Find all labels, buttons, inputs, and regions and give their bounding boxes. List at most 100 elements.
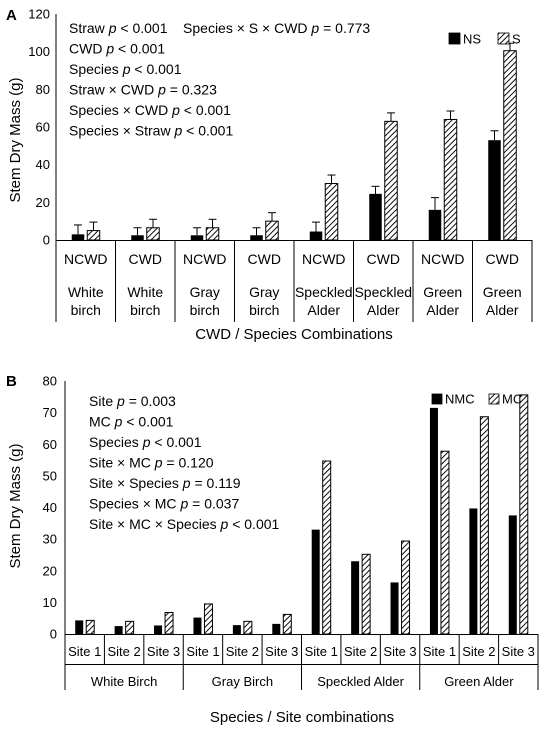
panel-a-bar-NS <box>428 209 442 240</box>
panel-a-annotation: CWD p < 0.001 <box>69 41 165 57</box>
panel-a-bar-NS <box>309 231 323 240</box>
panel-b-site-label: Site 2 <box>344 644 377 659</box>
panel-a-species-label: Gray <box>190 284 220 300</box>
panel-b-species-label: Speckled Alder <box>317 674 404 689</box>
panel-b-bar-MC <box>479 416 489 635</box>
panel-b-site-label: Site 1 <box>305 644 338 659</box>
panel-a-category-label: CWD <box>486 251 519 267</box>
panel-b-legend-label: NMC <box>445 392 475 407</box>
panel-a-species-label: Alder <box>426 302 459 318</box>
panel-b-bar-NMC <box>390 582 399 634</box>
panel-b-xlabel: Species / Site combinations <box>210 709 394 726</box>
panel-b-label: B <box>6 373 17 390</box>
panel-b-bar-NMC <box>311 529 320 634</box>
panel-a-ytick-label: 100 <box>28 44 50 59</box>
panel-b-annotation: Species p < 0.001 <box>89 434 202 450</box>
panel-a-annotation: Species p < 0.001 <box>69 61 182 77</box>
panel-b-site-label: Site 1 <box>68 644 101 659</box>
panel-a-species-label: Green <box>483 284 522 300</box>
panel-b-bar-MC <box>282 613 292 635</box>
panel-b-site-label: Site 1 <box>423 644 456 659</box>
panel-b-bar-NMC <box>508 515 517 634</box>
panel-a-category-label: CWD <box>248 251 281 267</box>
panel-b-species-label: Green Alder <box>444 674 514 689</box>
panel-a-species-label: birch <box>71 302 101 318</box>
panel-b-ytick-label: 20 <box>43 563 57 578</box>
panel-a-species-label: Speckled <box>354 284 412 300</box>
panel-b-bar-NMC <box>75 620 84 634</box>
panel-b-site-label: Site 3 <box>265 644 298 659</box>
panel-a-label: A <box>6 7 17 24</box>
panel-b-ytick-label: 50 <box>43 468 57 483</box>
panel-a-bar-S <box>146 227 160 241</box>
panel-b-bars <box>75 394 529 635</box>
panel-b-bar-MC <box>361 553 371 635</box>
panel-b-bar-MC <box>322 460 332 635</box>
panel-b-bar-MC <box>519 394 529 635</box>
panel-b-bar-MC <box>125 620 135 635</box>
panel-a-annotation: Straw × CWD p = 0.323 <box>69 82 217 98</box>
panel-b-legend-swatch <box>431 393 443 405</box>
panel-b-site-label: Site 3 <box>147 644 180 659</box>
panel-a-species-label: Speckled <box>295 284 353 300</box>
panel-a-bar-NS <box>131 235 144 240</box>
panel-b-ytick-label: 60 <box>43 437 57 452</box>
panel-a-bar-S <box>205 227 220 241</box>
panel-a-species-label: Alder <box>367 302 400 318</box>
panel-a-category-label: NCWD <box>64 251 108 267</box>
panel-b-species-label: Gray Birch <box>212 674 273 689</box>
panel-b-bar-NMC <box>272 623 281 634</box>
panel-a-species-label: birch <box>249 302 279 318</box>
panel-b-ytick-label: 70 <box>43 405 57 420</box>
panel-b-legend-swatch <box>488 393 500 405</box>
panel-b-yticks: 0 10 20 30 40 50 60 70 80 <box>43 374 57 642</box>
panel-a-species-label: birch <box>130 302 160 318</box>
panel-a-ytick-label: 20 <box>36 195 50 210</box>
panel-a-xgrid: NCWD White birch CWD White birch NCWD Gray birch… <box>55 240 533 322</box>
panel-a-legend-swatch <box>448 32 461 45</box>
panel-b-annotation: Site × Species p = 0.119 <box>89 475 241 491</box>
panel-b-annotation: Site p = 0.003 <box>89 393 176 409</box>
panel-a-legend-label: NS <box>463 32 481 47</box>
panel-a-bar-S <box>265 220 279 241</box>
panel-a-species-label: birch <box>190 302 220 318</box>
panel-a-bar-S <box>324 183 339 241</box>
panel-b-bar-MC <box>243 620 253 635</box>
panel-b-ylabel: Stem Dry Mass (g) <box>7 443 24 568</box>
panel-a-ytick-label: 60 <box>36 120 50 135</box>
panel-a-category-label: CWD <box>129 251 162 267</box>
panel-a-bar-NS <box>250 235 263 240</box>
panel-a-bar-NS <box>488 140 501 240</box>
panel-b-species-label: White Birch <box>91 674 157 689</box>
panel-a-legend: NS S <box>448 32 521 47</box>
panel-b-legend-label: MC <box>502 392 522 407</box>
panel-a-ytick-label: 0 <box>43 233 50 248</box>
panel-b-bar-MC <box>440 450 450 635</box>
panel-b-bar-NMC <box>114 626 123 634</box>
panel-a-species-label: Green <box>423 284 462 300</box>
panel-b-bar-MC <box>164 611 174 635</box>
panel-b-site-label: Site 3 <box>383 644 416 659</box>
panel-b-annotation: MC p < 0.001 <box>89 414 174 430</box>
panel-b-site-label: Site 3 <box>502 644 535 659</box>
panel-a-category-label: CWD <box>367 251 400 267</box>
panel-a-species-label: White <box>127 284 163 300</box>
panel-b-annotations: Site p = 0.003 MC p < 0.001 Species p < 0.… <box>89 393 280 532</box>
panel-a-xlabel: CWD / Species Combinations <box>195 326 393 343</box>
panel-b-xgrid: Site 1 Site 2 Site 3 Site 1 Site 2 Site 3 Site… <box>64 634 539 690</box>
panel-a-category-label: NCWD <box>302 251 346 267</box>
panel-b-legend: NMC MC <box>431 392 522 407</box>
panel-b-bar-MC <box>203 603 213 635</box>
panel-a-bar-S <box>443 118 458 241</box>
panel-b-annotation: Species × MC p = 0.037 <box>89 496 239 512</box>
panel-a-category-label: NCWD <box>183 251 227 267</box>
panel-a-ylabel: Stem Dry Mass (g) <box>7 77 24 202</box>
panel-a-category-label: NCWD <box>421 251 465 267</box>
panel-a-bar-S <box>503 50 517 241</box>
panel-b-site-label: Site 1 <box>186 644 219 659</box>
panel-b-site-label: Site 2 <box>108 644 141 659</box>
panel-a-annotation: Straw p < 0.001 Species × S × CWD p = 0.… <box>69 20 370 36</box>
panel-b-bar-NMC <box>232 625 241 634</box>
panel-a-bar-S <box>86 230 101 241</box>
panel-a-annotation: Species × CWD p < 0.001 <box>69 102 231 118</box>
